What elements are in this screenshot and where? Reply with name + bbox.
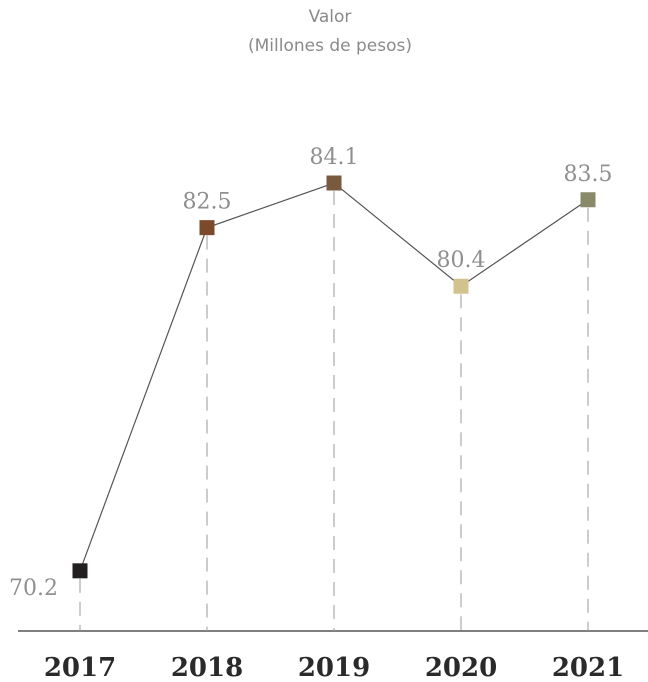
chart-subtitle: (Millones de pesos) [248,36,412,56]
year-labels: 2017 2018 2019 2020 2021 [44,653,624,682]
value-label-2021: 83.5 [564,162,613,187]
year-label-2019: 2019 [298,653,370,682]
marker-2019 [326,175,342,191]
marker-2018 [199,220,215,236]
year-label-2017: 2017 [44,653,116,682]
markers [72,175,596,579]
marker-2017 [72,563,88,579]
marker-2020 [453,278,469,294]
value-label-2017: 70.2 [9,576,58,601]
marker-2021 [580,192,596,208]
value-label-2019: 84.1 [310,145,359,170]
chart-title: Valor [309,7,352,27]
value-label-2018: 82.5 [183,190,232,215]
value-labels: 70.2 82.5 84.1 80.4 83.5 [9,145,612,601]
year-label-2018: 2018 [171,653,243,682]
year-label-2021: 2021 [552,653,624,682]
value-label-2020: 80.4 [437,248,486,273]
guide-lines [79,191,589,631]
year-label-2020: 2020 [425,653,497,682]
